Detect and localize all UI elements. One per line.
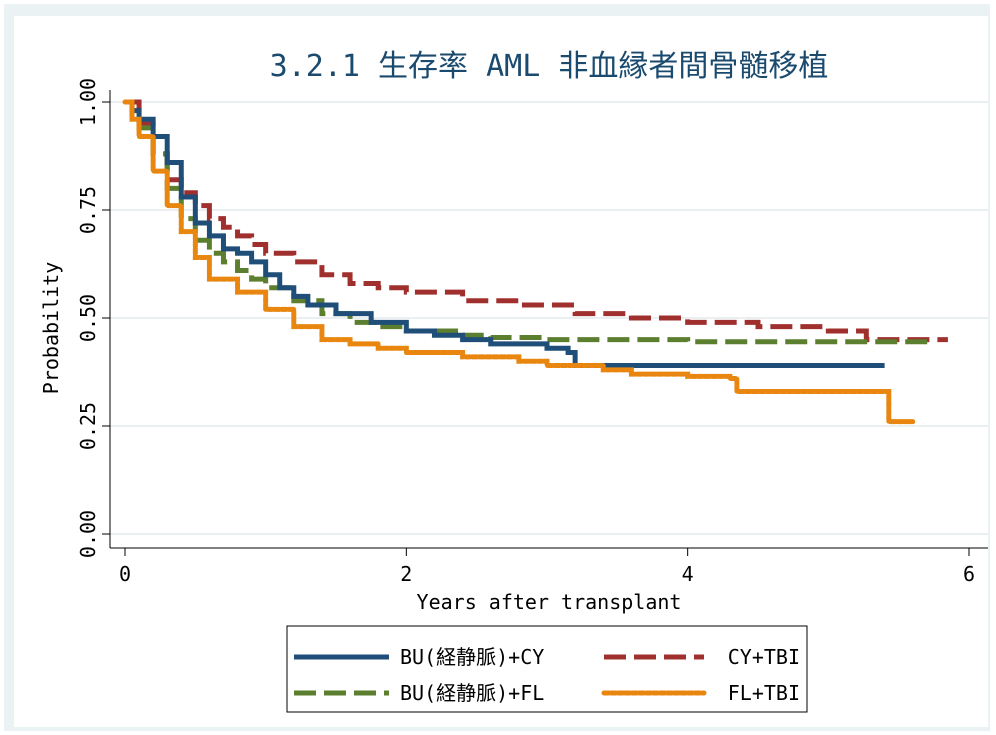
y-tick-label: 0.00 — [76, 510, 100, 558]
chart-frame: 3.2.1 生存率 AML 非血縁者間骨髄移植 0 2 4 6 0.00 0.25 0.5… — [4, 4, 990, 731]
series-line — [125, 99, 885, 369]
y-tick-label: 1.00 — [76, 78, 100, 126]
y-tick-label: 0.25 — [76, 402, 100, 450]
y-tick-label: 0.50 — [76, 294, 100, 342]
x-tick-label: 2 — [400, 562, 412, 586]
legend-label: CY+TBI — [728, 645, 800, 669]
y-axis-label: Probability — [39, 262, 63, 394]
x-axis-label: Years after transplant — [417, 590, 682, 614]
series-line — [122, 99, 916, 425]
legend: BU(経静脈)+CY CY+TBI BU(経静脈)+FL FL+TBI — [286, 625, 808, 713]
y-tick-label: 0.75 — [76, 186, 100, 234]
x-ticks: 0 2 4 6 — [119, 548, 975, 586]
y-ticks: 0.00 0.25 0.50 0.75 1.00 — [76, 78, 110, 558]
x-tick-label: 4 — [682, 562, 694, 586]
survival-chart: 3.2.1 生存率 AML 非血縁者間骨髄移植 0 2 4 6 0.00 0.25 0.5… — [39, 49, 988, 713]
gridlines — [110, 101, 988, 535]
x-tick-label: 6 — [963, 562, 975, 586]
series-lines — [122, 99, 948, 425]
chart-area: 3.2.1 生存率 AML 非血縁者間骨髄移植 0 2 4 6 0.00 0.25 0.5… — [14, 16, 988, 727]
series-line — [125, 99, 948, 343]
chart-title: 3.2.1 生存率 AML 非血縁者間骨髄移植 — [270, 49, 829, 84]
legend-label: BU(経静脈)+FL — [400, 681, 544, 705]
legend-box — [286, 625, 808, 713]
legend-label: BU(経静脈)+CY — [400, 645, 544, 669]
legend-label: FL+TBI — [728, 681, 800, 705]
x-tick-label: 0 — [119, 562, 131, 586]
